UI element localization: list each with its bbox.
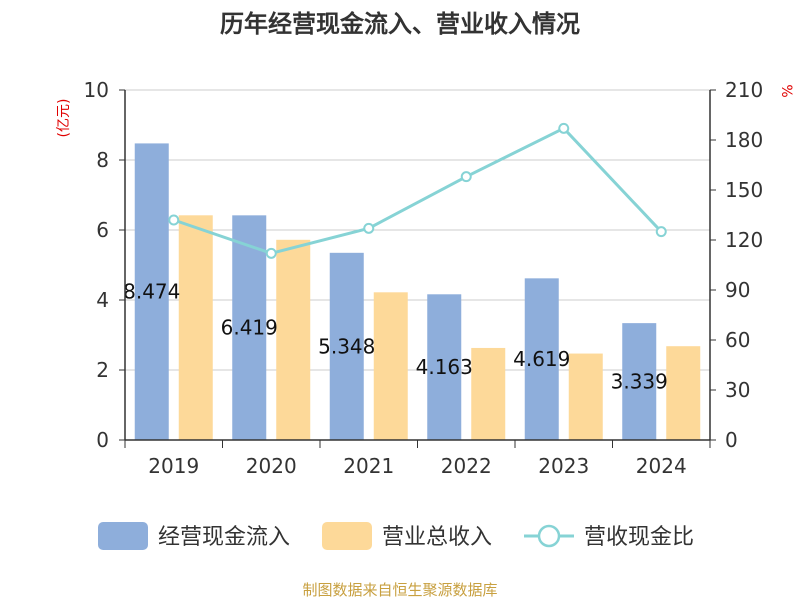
bar-value-label: 8.474 [123, 280, 180, 304]
bar-value-label: 5.348 [318, 334, 375, 358]
x-tick-label: 2023 [538, 454, 589, 478]
y-right-tick-label: 120 [725, 228, 763, 252]
axes: 0 2 4 6 8 10 0 30 60 90 120 150 180 210 2019 2020 2021 20… [84, 78, 764, 478]
grid-lines [125, 89, 710, 371]
bar-cash-inflow [622, 323, 657, 440]
y-right-tick-label: 0 [725, 428, 738, 452]
ratio-point [558, 122, 570, 134]
y-right-tick-label: 90 [725, 278, 750, 302]
bar-cash-inflow [134, 143, 169, 440]
ratio-point [168, 214, 180, 226]
bar-cash-inflow [232, 215, 267, 440]
x-tick-label: 2019 [148, 454, 199, 478]
bar-revenue [568, 353, 603, 440]
y-left-tick-label: 10 [84, 78, 109, 102]
y-right-tick-label: 30 [725, 378, 750, 402]
legend-swatch-cash-inflow [98, 522, 148, 550]
y-left-tick-label: 8 [96, 148, 109, 172]
y-right-tick-label: 150 [725, 178, 763, 202]
legend-label-cash-inflow: 经营现金流入 [158, 525, 290, 550]
bar-value-label: 3.339 [611, 370, 668, 394]
x-tick-label: 2022 [441, 454, 492, 478]
y-left-tick-label: 4 [96, 288, 109, 312]
x-tick-label: 2021 [343, 454, 394, 478]
bar-revenue [471, 347, 506, 440]
ratio-point [655, 226, 667, 238]
chart-title: 历年经营现金流入、营业收入情况 [220, 10, 580, 38]
y-right-tick-label: 180 [725, 128, 763, 152]
bar-revenue [178, 215, 213, 440]
legend-marker-ratio [537, 524, 561, 548]
legend-label-revenue: 营业总收入 [382, 525, 492, 550]
ratio-line-path [173, 126, 663, 255]
x-tick-label: 2024 [636, 454, 687, 478]
y-right-tick-label: 210 [725, 78, 763, 102]
ratio-line [168, 122, 667, 259]
bar-cash-inflow [427, 294, 462, 440]
bar-value-label: 4.619 [513, 347, 570, 371]
y-right-tick-label: 60 [725, 328, 750, 352]
ratio-point [265, 247, 277, 259]
ratio-point [460, 171, 472, 183]
bars [134, 143, 701, 440]
legend: 经营现金流入 营业总收入 营收现金比 [98, 522, 694, 550]
bar-value-label: 4.163 [416, 355, 473, 379]
source-note: 制图数据来自恒生聚源数据库 [302, 581, 497, 599]
y-left-tick-label: 6 [96, 218, 109, 242]
y-right-unit: % [778, 84, 794, 97]
bar-cash-inflow [524, 278, 559, 440]
y-left-tick-label: 2 [96, 358, 109, 382]
x-tick-label: 2020 [246, 454, 297, 478]
legend-swatch-revenue [322, 522, 372, 550]
bar-cash-inflow [329, 252, 364, 440]
bar-revenue [666, 346, 701, 440]
bar-value-label: 6.419 [221, 316, 278, 340]
bar-revenue [276, 239, 311, 440]
bar-revenue [373, 292, 408, 440]
y-left-unit: (亿元) [56, 99, 72, 138]
legend-label-ratio: 营收现金比 [584, 525, 694, 550]
y-left-tick-label: 0 [96, 428, 109, 452]
bar-value-labels: 8.474 6.419 5.348 4.163 4.619 3.339 [123, 280, 668, 394]
ratio-point [363, 222, 375, 234]
